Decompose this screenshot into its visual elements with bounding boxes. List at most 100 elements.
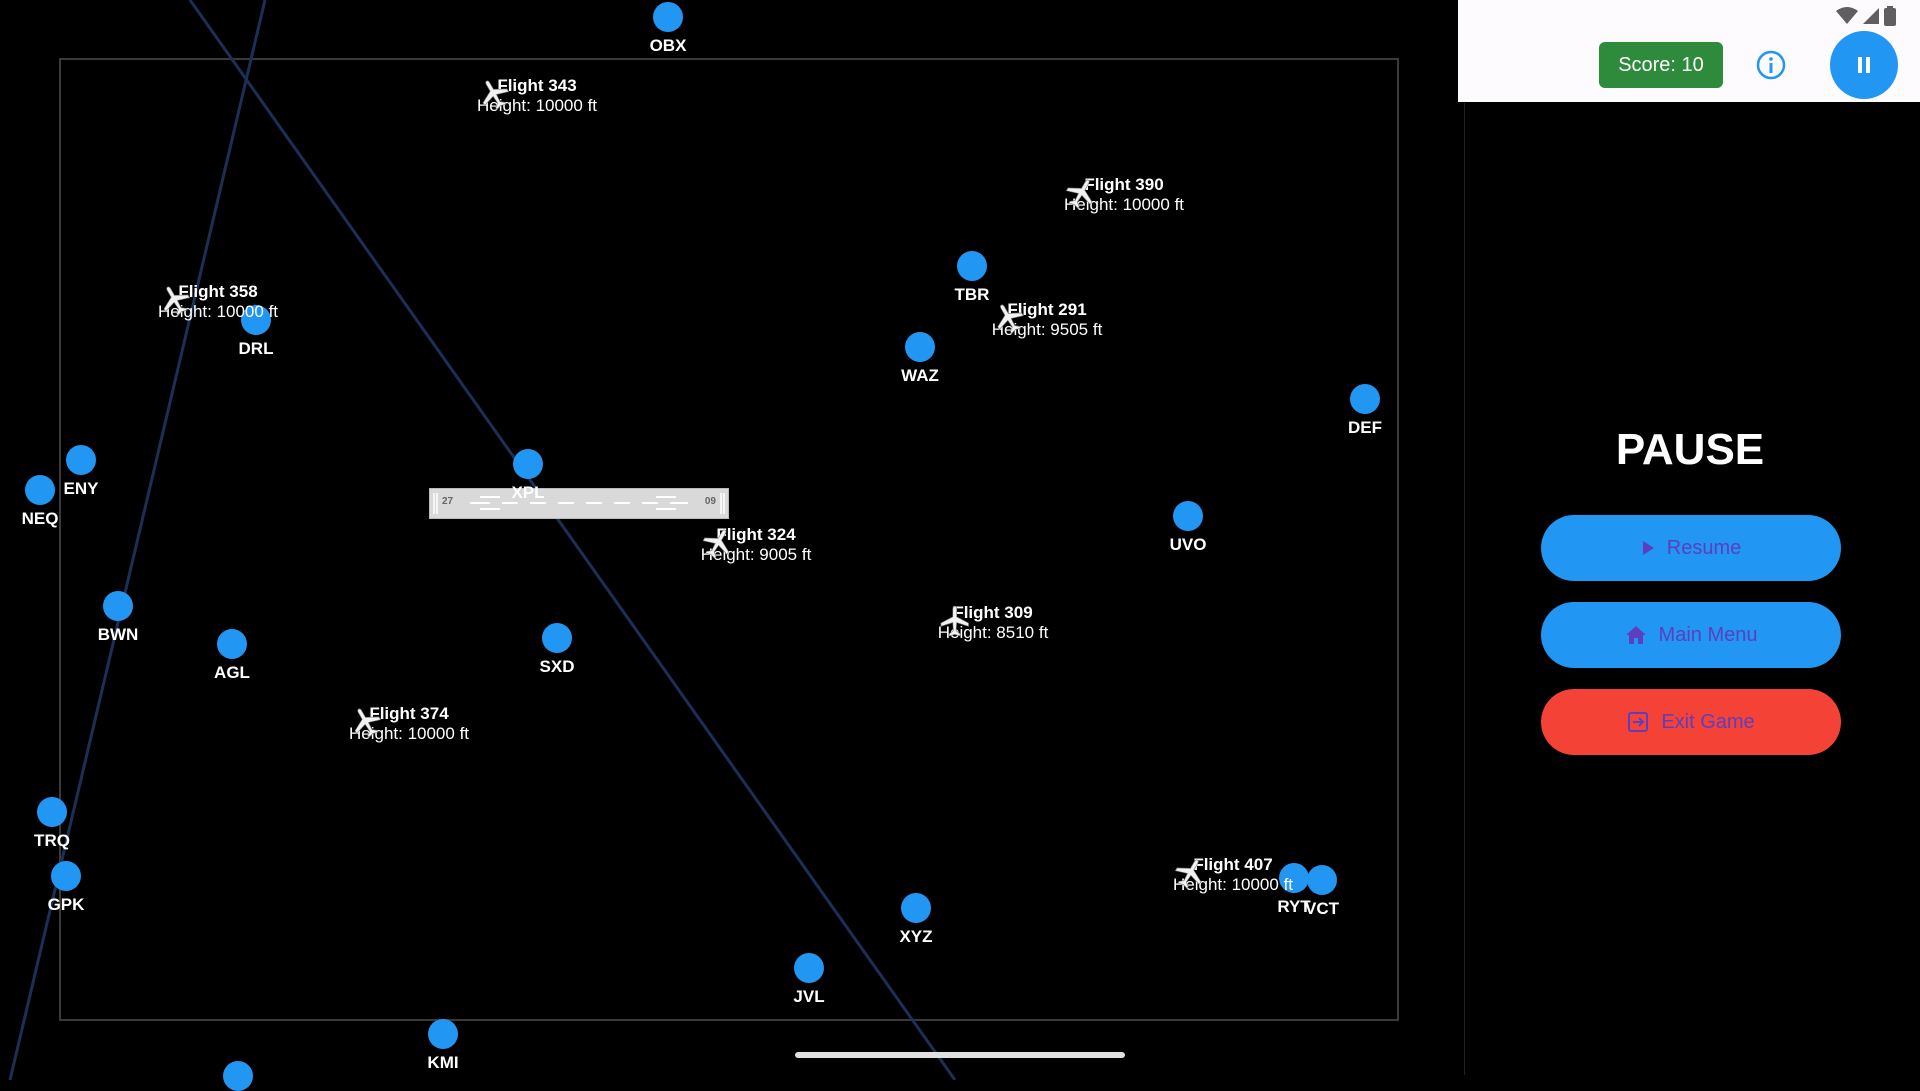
flight-height: Height: 8510 ft — [937, 623, 1049, 642]
flight-height: Height: 10000 ft — [476, 96, 598, 115]
waypoint-label: UVO — [1169, 535, 1207, 554]
flight-height: Height: 10000 ft — [157, 302, 279, 321]
main-menu-button[interactable]: Main Menu — [1541, 602, 1841, 668]
wifi-icon — [1836, 7, 1858, 24]
airplane-icon — [1065, 179, 1093, 210]
waypoint-unnamed[interactable] — [223, 1061, 253, 1091]
waypoint-ryt[interactable] — [1279, 863, 1309, 893]
flight-name: Flight 390 — [1084, 175, 1164, 194]
home-icon — [1625, 626, 1646, 644]
flight-309[interactable]: Flight 309 Height: 8510 ft — [938, 603, 1049, 643]
waypoint-agl[interactable] — [217, 629, 247, 659]
waypoint-label: DRL — [238, 339, 274, 358]
flight-407[interactable]: Flight 407 Height: 10000 ft — [1173, 855, 1293, 895]
exit-game-label: Exit Game — [1661, 710, 1755, 733]
battery-icon — [1884, 6, 1896, 26]
waypoint-label: ENY — [63, 479, 99, 498]
radar-map[interactable]: 27 09 OBX DRL TBR WAZ DEF ENY NEQ XPL UVO BWN AGL S… — [0, 0, 1462, 1091]
airplane-icon — [482, 80, 510, 111]
waypoint-label: WAZ — [901, 366, 939, 385]
waypoint-kmi[interactable] — [428, 1019, 458, 1049]
waypoint-drl[interactable] — [241, 305, 271, 335]
waypoint-sxd[interactable] — [542, 623, 572, 653]
route-line-1 — [188, 0, 957, 1080]
waypoint-tbr[interactable] — [957, 251, 987, 281]
radar-background — [8, 0, 1399, 1080]
resume-label: Resume — [1666, 536, 1742, 559]
waypoint-eny[interactable] — [66, 445, 96, 475]
waypoint-label: KMI — [427, 1053, 459, 1072]
flight-374[interactable]: Flight 374 Height: 10000 ft — [349, 704, 469, 744]
airplane-icon — [163, 286, 191, 317]
flight-name: Flight 358 — [178, 282, 258, 301]
waypoint-obx[interactable] — [653, 2, 683, 32]
waypoint-label: XPL — [511, 483, 545, 502]
waypoint-label: DEF — [1348, 418, 1382, 437]
flight-height: Height: 9005 ft — [700, 545, 812, 564]
waypoint-label: TRQ — [34, 831, 70, 850]
pause-title: PAUSE — [1615, 425, 1765, 474]
exit-game-button[interactable]: Exit Game — [1541, 689, 1841, 755]
airplane-icon — [997, 304, 1024, 335]
flight-height: Height: 10000 ft — [348, 724, 470, 743]
flight-name: Flight 324 — [716, 525, 796, 544]
waypoint-label: XYZ — [899, 927, 933, 946]
waypoint-xyz[interactable] — [901, 893, 931, 923]
flight-390[interactable]: Flight 390 Height: 10000 ft — [1064, 175, 1184, 215]
runway-markings — [433, 493, 725, 514]
waypoint-neq[interactable] — [25, 475, 55, 505]
score-label: Score: 10 — [1618, 53, 1704, 76]
flight-name: Flight 343 — [497, 76, 577, 95]
waypoint-xpl[interactable] — [513, 449, 543, 479]
info-icon — [1756, 50, 1786, 80]
runway-number-right: 09 — [704, 496, 716, 507]
waypoint-label: JVL — [793, 987, 825, 1006]
flight-name: Flight 407 — [1193, 855, 1273, 874]
runway[interactable]: 27 09 — [429, 488, 729, 519]
pause-icon — [1858, 57, 1870, 73]
flight-name: Flight 309 — [953, 603, 1033, 622]
flight-height: Height: 10000 ft — [1063, 195, 1185, 214]
flight-name: Flight 291 — [1007, 300, 1087, 319]
flight-343[interactable]: Flight 343 Height: 10000 ft — [477, 76, 597, 116]
flight-324[interactable]: Flight 324 Height: 9005 ft — [701, 525, 812, 565]
info-button[interactable] — [1756, 50, 1786, 80]
home-indicator[interactable] — [795, 1052, 1125, 1058]
waypoint-bwn[interactable] — [103, 591, 133, 621]
main-menu-label: Main Menu — [1658, 623, 1758, 646]
flight-height: Height: 9505 ft — [991, 320, 1103, 339]
airplane-icon — [702, 529, 729, 560]
waypoint-def[interactable] — [1350, 384, 1380, 414]
pause-button[interactable] — [1830, 31, 1898, 99]
waypoint-label: NEQ — [21, 509, 59, 528]
waypoint-label: TBR — [954, 285, 990, 304]
resume-button[interactable]: Resume — [1541, 515, 1841, 581]
play-icon — [1642, 541, 1654, 555]
flight-name: Flight 374 — [369, 704, 449, 723]
airplane-icon — [1174, 859, 1202, 890]
waypoint-uvo[interactable] — [1173, 501, 1203, 531]
signal-icon — [1863, 8, 1879, 24]
airplane-icon — [354, 708, 382, 739]
waypoint-waz[interactable] — [905, 332, 935, 362]
waypoint-label: RYT — [1277, 897, 1311, 916]
waypoint-gpk[interactable] — [51, 861, 81, 891]
waypoint-jvl[interactable] — [794, 953, 824, 983]
exit-icon — [1628, 712, 1649, 732]
waypoint-trq[interactable] — [37, 797, 67, 827]
waypoint-label: OBX — [649, 36, 687, 55]
flight-358[interactable]: Flight 358 Height: 10000 ft — [158, 282, 278, 322]
pause-panel: PAUSE Resume Main Menu Exit Game — [1464, 103, 1915, 1075]
waypoint-vct[interactable] — [1307, 865, 1337, 895]
airplane-icon — [940, 605, 969, 637]
waypoint-label: VCT — [1305, 899, 1339, 918]
waypoint-label: SXD — [539, 657, 575, 676]
flight-291[interactable]: Flight 291 Height: 9505 ft — [992, 300, 1103, 340]
waypoint-label: BWN — [97, 625, 139, 644]
waypoint-label: AGL — [214, 663, 250, 682]
score-badge: Score: 10 — [1599, 42, 1723, 88]
runway-number-left: 27 — [442, 496, 454, 507]
route-line-2 — [8, 0, 267, 1080]
airspace-boundary — [59, 58, 1399, 1021]
flight-height: Height: 10000 ft — [1172, 875, 1294, 894]
